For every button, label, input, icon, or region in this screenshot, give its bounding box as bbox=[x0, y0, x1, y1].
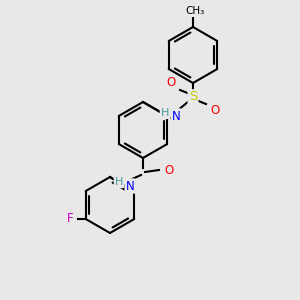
Text: N: N bbox=[126, 179, 134, 193]
Text: F: F bbox=[66, 212, 73, 226]
Text: S: S bbox=[189, 91, 197, 103]
Text: H: H bbox=[115, 177, 123, 187]
Text: H: H bbox=[161, 108, 169, 118]
Text: O: O bbox=[167, 76, 176, 89]
Text: CH₃: CH₃ bbox=[185, 6, 205, 16]
Text: N: N bbox=[172, 110, 180, 122]
Text: O: O bbox=[210, 104, 220, 118]
Text: O: O bbox=[164, 164, 174, 176]
